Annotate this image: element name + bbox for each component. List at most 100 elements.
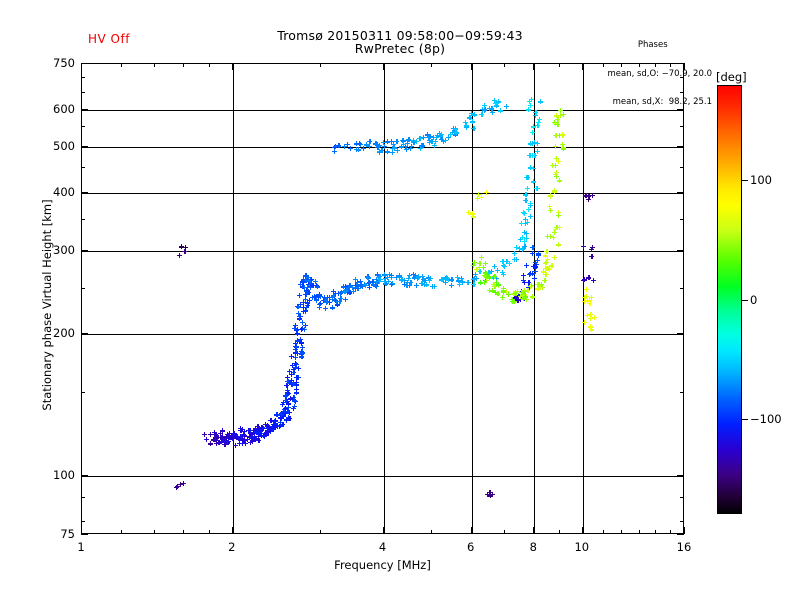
data-point bbox=[233, 434, 239, 439]
data-point bbox=[215, 440, 221, 446]
data-point bbox=[253, 429, 259, 435]
data-point bbox=[537, 282, 543, 288]
data-point bbox=[265, 427, 271, 433]
data-point bbox=[410, 138, 416, 144]
data-point bbox=[552, 120, 558, 126]
data-point bbox=[292, 350, 298, 356]
data-point bbox=[393, 275, 399, 281]
data-point bbox=[296, 311, 302, 317]
data-point bbox=[325, 294, 330, 300]
data-point bbox=[522, 220, 528, 226]
data-point bbox=[587, 301, 593, 307]
data-point bbox=[417, 135, 423, 141]
data-point bbox=[588, 311, 594, 317]
data-point bbox=[452, 126, 458, 132]
data-point bbox=[313, 298, 319, 304]
data-point bbox=[305, 288, 311, 294]
data-point bbox=[474, 195, 480, 201]
data-point bbox=[277, 415, 283, 421]
data-point bbox=[326, 300, 332, 306]
x-tick-label: 2 bbox=[228, 540, 236, 554]
x-tick-minor-top bbox=[154, 63, 156, 67]
data-point bbox=[514, 294, 520, 300]
data-point bbox=[303, 322, 309, 328]
data-point bbox=[477, 269, 483, 275]
data-point bbox=[376, 278, 382, 284]
data-point bbox=[458, 276, 464, 282]
x-tick-label: 16 bbox=[676, 540, 692, 554]
data-point bbox=[288, 380, 294, 386]
y-tick-major bbox=[81, 63, 88, 64]
data-point bbox=[343, 284, 349, 290]
data-point bbox=[284, 417, 290, 423]
data-point bbox=[494, 267, 500, 273]
data-point bbox=[294, 375, 300, 380]
x-tick-minor bbox=[638, 530, 640, 534]
data-point bbox=[534, 257, 540, 263]
data-point bbox=[282, 411, 288, 417]
data-point bbox=[495, 282, 501, 288]
data-point bbox=[270, 426, 276, 432]
y-tick-minor-right bbox=[680, 392, 684, 394]
data-point bbox=[253, 437, 259, 443]
data-point bbox=[406, 273, 412, 279]
data-point bbox=[517, 293, 523, 299]
data-point bbox=[237, 425, 243, 431]
data-point bbox=[503, 258, 509, 264]
data-point bbox=[293, 323, 299, 329]
data-point bbox=[514, 297, 520, 303]
data-point bbox=[356, 147, 362, 153]
data-point bbox=[459, 279, 465, 285]
data-point bbox=[249, 431, 255, 437]
data-point bbox=[512, 299, 518, 305]
data-point bbox=[352, 277, 358, 283]
data-point bbox=[427, 133, 433, 139]
data-point bbox=[292, 354, 298, 360]
data-point bbox=[305, 285, 311, 291]
data-point bbox=[388, 274, 394, 280]
data-point bbox=[519, 235, 525, 241]
x-tick-minor-top bbox=[120, 63, 122, 67]
data-point bbox=[250, 434, 256, 440]
data-point bbox=[377, 149, 383, 155]
data-point bbox=[492, 97, 498, 103]
data-point bbox=[338, 295, 344, 301]
colorbar-tick-label: 100 bbox=[750, 173, 772, 188]
data-point bbox=[295, 351, 301, 357]
x-tick-minor bbox=[319, 530, 321, 534]
data-point bbox=[296, 316, 302, 322]
data-point bbox=[177, 481, 183, 487]
data-point bbox=[394, 139, 400, 145]
data-point bbox=[222, 442, 228, 448]
data-point bbox=[389, 281, 395, 287]
data-point bbox=[515, 298, 521, 304]
data-point bbox=[219, 433, 225, 439]
data-point bbox=[224, 431, 230, 437]
data-point bbox=[449, 277, 455, 283]
data-point bbox=[337, 299, 343, 305]
data-point bbox=[306, 289, 312, 295]
data-point bbox=[518, 236, 524, 242]
data-point bbox=[284, 392, 290, 398]
data-point bbox=[545, 265, 551, 271]
data-point bbox=[227, 434, 233, 440]
data-point bbox=[298, 340, 304, 346]
data-point bbox=[485, 272, 491, 278]
data-point bbox=[389, 149, 395, 155]
data-point bbox=[258, 429, 264, 435]
data-point bbox=[323, 297, 329, 303]
data-point bbox=[278, 416, 284, 422]
data-point bbox=[377, 276, 383, 282]
data-point bbox=[345, 287, 351, 293]
data-point bbox=[487, 493, 493, 499]
gridline-horizontal bbox=[82, 109, 683, 111]
plot-title-line-2: RwPretec (8p) bbox=[354, 41, 446, 56]
data-point bbox=[503, 103, 509, 109]
data-point bbox=[335, 291, 341, 297]
data-point bbox=[589, 294, 594, 300]
data-point bbox=[269, 423, 275, 429]
data-point bbox=[518, 291, 524, 297]
data-point bbox=[353, 282, 359, 288]
data-point bbox=[295, 338, 301, 344]
data-point bbox=[278, 414, 284, 420]
